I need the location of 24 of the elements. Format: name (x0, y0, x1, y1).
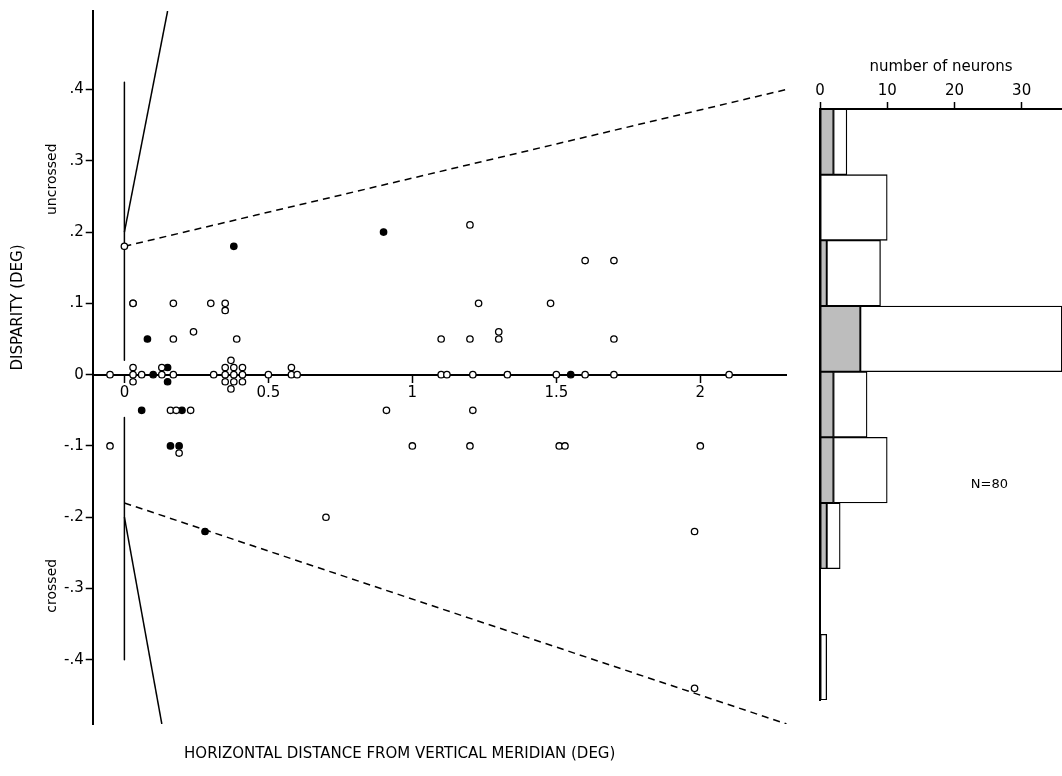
y-tick-label: .3 (69, 150, 84, 169)
x-tick-label: 0 (815, 80, 825, 99)
y-tick-label: -.2 (63, 507, 84, 526)
x-tick-label: 20 (944, 80, 964, 99)
y-tick-label: -.4 (63, 649, 84, 668)
y-tick-label: 0 (74, 364, 84, 383)
x-axis-title: number of neurons (869, 56, 1013, 75)
x-tick-label: 0.5 (256, 382, 281, 401)
x-tick-label: 10 (877, 80, 897, 99)
y-tick-label: -.3 (63, 578, 84, 597)
x-tick-label: 0 (119, 382, 130, 401)
x-tick-label: 1 (407, 382, 418, 401)
x-tick-label: 30 (1012, 80, 1032, 99)
x-tick-label: 2 (695, 382, 706, 401)
y-tick-label: -.1 (63, 435, 84, 454)
x-axis-title: HORIZONTAL DISTANCE FROM VERTICAL MERIDIAN (DEG) (184, 743, 616, 762)
text: crossed (42, 558, 59, 613)
y-tick-label: .4 (69, 79, 84, 98)
y-axis-title: DISPARITY (DEG) (7, 244, 26, 371)
x-tick-label: 1.5 (544, 382, 569, 401)
annotation: N=80 (970, 475, 1008, 491)
y-tick-label: .1 (69, 293, 84, 312)
text: uncrossed (42, 143, 59, 216)
y-tick-label: .2 (69, 221, 84, 240)
